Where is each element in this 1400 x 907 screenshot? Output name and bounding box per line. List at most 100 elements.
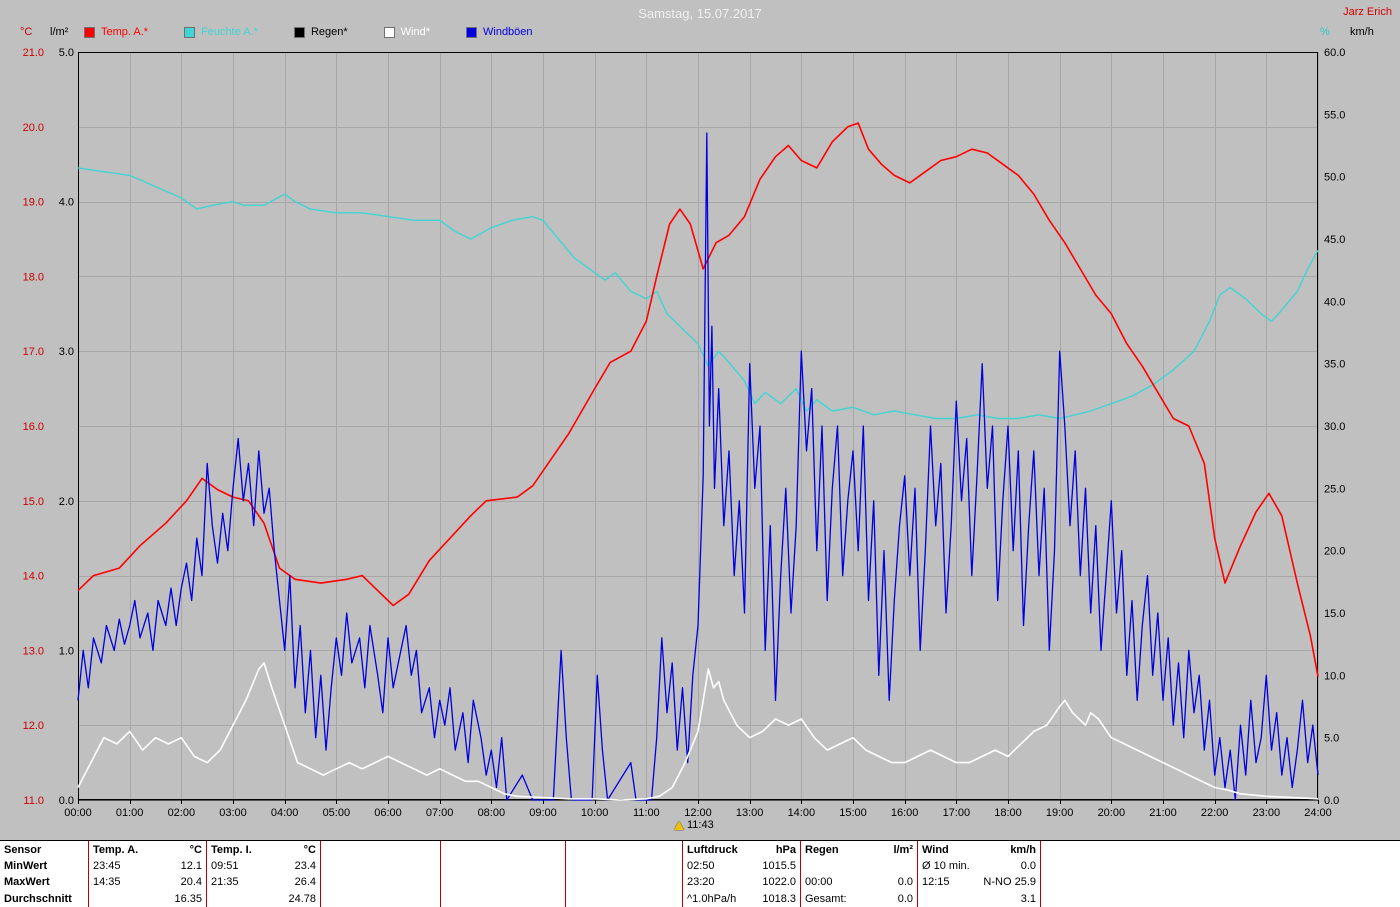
table-col-regen: Regen l/m² 00:00 0.0 Gesamt: 0.0 bbox=[800, 841, 917, 907]
cell-left: Temp. A. bbox=[93, 844, 139, 856]
row-label: MaxWert bbox=[4, 874, 84, 890]
x-axis-tick-label: 21:00 bbox=[1149, 807, 1177, 819]
cell-right: l/m² bbox=[893, 844, 913, 856]
row-label: Durchschnitt bbox=[4, 891, 84, 907]
cell-left: Sensor bbox=[4, 844, 42, 856]
wind-axis-tick: 20.0 bbox=[1324, 546, 1345, 558]
temp-axis-tick: 19.0 bbox=[23, 197, 44, 209]
col-value: 09:51 23.4 bbox=[211, 858, 316, 874]
cell-right: 16.35 bbox=[174, 892, 202, 905]
table-col-empty2 bbox=[440, 841, 565, 907]
x-axis-tick-label: 22:00 bbox=[1201, 807, 1229, 819]
wind-axis-tick: 50.0 bbox=[1324, 172, 1345, 184]
wind-axis-tick: 35.0 bbox=[1324, 359, 1345, 371]
col-value: ^1.0hPa/h 1018.3 bbox=[687, 891, 796, 907]
col-value bbox=[325, 874, 436, 890]
series-temp_a bbox=[77, 122, 1319, 677]
x-axis-tick-label: 17:00 bbox=[943, 807, 971, 819]
cell-left: 14:35 bbox=[93, 876, 121, 889]
x-axis-tick-label: 24:00 bbox=[1304, 807, 1332, 819]
time-marker-label: 11:43 bbox=[687, 819, 714, 831]
cell-left: 12:15 bbox=[922, 876, 950, 889]
windboen-swatch-icon bbox=[466, 26, 477, 38]
cell-left: 00:00 bbox=[805, 876, 833, 889]
legend-item-windboen: Windböen bbox=[466, 26, 533, 38]
right-axis-humidity-unit: % bbox=[1320, 26, 1330, 38]
cell-left: Regen bbox=[805, 844, 839, 856]
rain-axis-tick: 5.0 bbox=[59, 47, 74, 59]
cell-right: °C bbox=[189, 844, 202, 856]
table-col-temp_i: Temp. I. °C 09:51 23.4 21:35 26.4 24.78 bbox=[206, 841, 320, 907]
rain-axis-tick: 4.0 bbox=[59, 197, 74, 209]
col-value bbox=[570, 891, 678, 907]
right-axis-wind-unit: km/h bbox=[1350, 26, 1374, 38]
table-col-empty3 bbox=[565, 841, 682, 907]
page-title: Samstag, 15.07.2017 bbox=[638, 6, 762, 21]
col-header bbox=[570, 842, 678, 858]
temp-axis-tick: 12.0 bbox=[23, 720, 44, 732]
time-marker: 11:43 bbox=[674, 819, 714, 831]
flag-icon bbox=[674, 820, 684, 830]
wind-axis-tick: 45.0 bbox=[1324, 234, 1345, 246]
col-value bbox=[445, 891, 561, 907]
wind-axis-tick: 0.0 bbox=[1324, 795, 1339, 807]
cell-right: 1018.3 bbox=[762, 892, 796, 905]
temp-axis-tick: 20.0 bbox=[23, 122, 44, 134]
wind-axis-tick: 25.0 bbox=[1324, 483, 1345, 495]
temp-axis-tick: 11.0 bbox=[23, 795, 44, 807]
x-axis-tick-label: 01:00 bbox=[116, 807, 144, 819]
row-label: Sensor bbox=[4, 842, 84, 858]
grid bbox=[78, 52, 1319, 801]
rain-axis-tick: 2.0 bbox=[59, 496, 74, 508]
table-col-row-labels: Sensor MinWert MaxWert Durchschnitt bbox=[0, 841, 88, 907]
temp-axis-tick: 18.0 bbox=[23, 271, 44, 283]
cell-left: Ø 10 min. bbox=[922, 860, 970, 873]
x-axis-tick-label: 14:00 bbox=[788, 807, 816, 819]
cell-right: °C bbox=[303, 844, 316, 856]
wind-axis-tick: 10.0 bbox=[1324, 670, 1345, 682]
temp-axis-tick: 16.0 bbox=[23, 421, 44, 433]
left-axis-temp-unit: °C bbox=[20, 26, 33, 38]
x-axis-tick-label: 06:00 bbox=[374, 807, 402, 819]
col-value: Gesamt: 0.0 bbox=[805, 891, 913, 907]
cell-left: 23:45 bbox=[93, 860, 121, 873]
col-value bbox=[445, 858, 561, 874]
col-header: Wind km/h bbox=[922, 842, 1036, 858]
col-value bbox=[325, 858, 436, 874]
col-header bbox=[445, 842, 561, 858]
cell-right: 0.0 bbox=[897, 876, 913, 889]
col-value: 12:15 N-NO 25.9 bbox=[922, 874, 1036, 890]
col-value: 14:35 20.4 bbox=[93, 874, 202, 890]
x-axis-tick-label: 12:00 bbox=[684, 807, 712, 819]
wind-axis-tick: 30.0 bbox=[1324, 421, 1345, 433]
legend-label: Windböen bbox=[483, 26, 533, 38]
wind-axis-tick: 60.0 bbox=[1324, 47, 1345, 59]
col-value: 3.1 bbox=[922, 891, 1036, 907]
col-header: Luftdruck hPa bbox=[687, 842, 796, 858]
temp-axis-tick: 17.0 bbox=[23, 346, 44, 358]
col-value: 00:00 0.0 bbox=[805, 874, 913, 890]
legend-item-wind: Wind* bbox=[383, 26, 430, 38]
cell-left: Temp. I. bbox=[211, 844, 252, 856]
x-axis-tick-label: 19:00 bbox=[1046, 807, 1074, 819]
x-axis-tick-label: 03:00 bbox=[219, 807, 247, 819]
rain-axis-tick: 3.0 bbox=[59, 346, 74, 358]
table-col-temp_a: Temp. A. °C 23:45 12.1 14:35 20.4 16.35 bbox=[88, 841, 206, 907]
x-axis-tick-label: 09:00 bbox=[529, 807, 557, 819]
cell-left: Gesamt: bbox=[805, 892, 847, 905]
col-value: 02:50 1015.5 bbox=[687, 858, 796, 874]
temp-axis-tick: 13.0 bbox=[23, 645, 44, 657]
cell-right: N-NO 25.9 bbox=[983, 876, 1036, 889]
temp-axis-tick: 21.0 bbox=[23, 47, 44, 59]
wind-axis-tick: 5.0 bbox=[1324, 733, 1339, 745]
author-label: Jarz Erich bbox=[1343, 6, 1392, 18]
x-axis-tick-label: 08:00 bbox=[478, 807, 506, 819]
regen-swatch-icon bbox=[293, 26, 305, 38]
temp-axis-tick: 14.0 bbox=[23, 571, 44, 583]
legend-label: Regen* bbox=[310, 26, 348, 38]
cell-left: MaxWert bbox=[4, 876, 50, 889]
cell-left: Durchschnitt bbox=[4, 892, 72, 905]
col-value: Ø 10 min. 0.0 bbox=[922, 858, 1036, 874]
table-col-filler bbox=[1040, 841, 1400, 907]
x-axis-tick-label: 11:00 bbox=[633, 807, 660, 819]
